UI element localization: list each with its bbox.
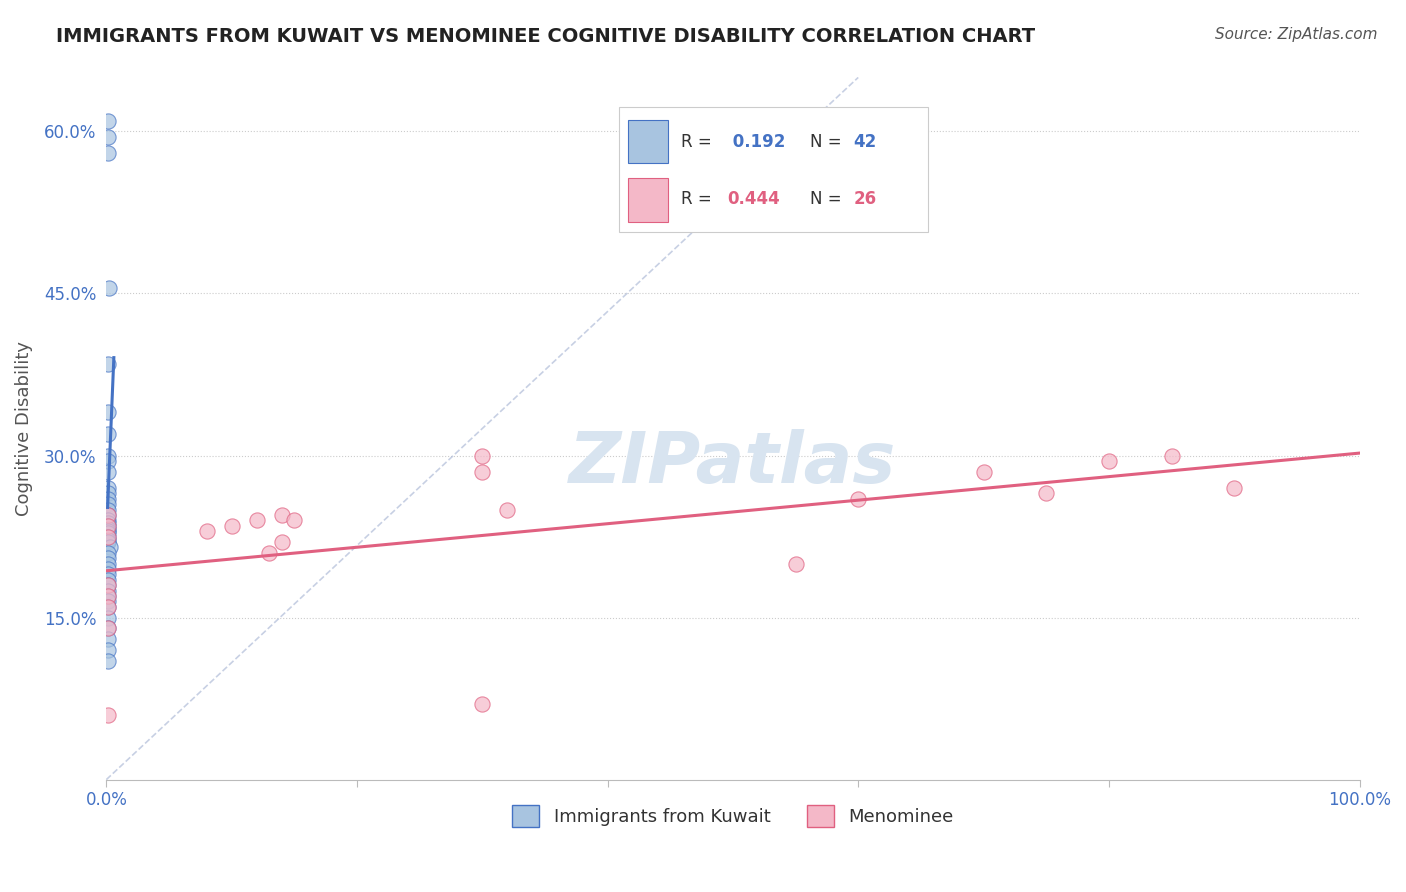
Immigrants from Kuwait xyxy=(97,454,120,468)
Text: ZIPatlas: ZIPatlas xyxy=(569,429,897,498)
Immigrants from Kuwait xyxy=(97,578,120,592)
Menominee xyxy=(1223,481,1246,495)
Menominee xyxy=(246,513,269,527)
Legend: Immigrants from Kuwait, Menominee: Immigrants from Kuwait, Menominee xyxy=(505,797,960,834)
Text: 0.192: 0.192 xyxy=(727,133,786,151)
Immigrants from Kuwait xyxy=(97,583,120,598)
Immigrants from Kuwait xyxy=(97,610,120,624)
Menominee xyxy=(97,621,120,635)
Y-axis label: Cognitive Disability: Cognitive Disability xyxy=(15,341,32,516)
Text: N =: N = xyxy=(810,191,848,209)
Menominee xyxy=(97,707,120,722)
Immigrants from Kuwait xyxy=(97,491,120,506)
Text: IMMIGRANTS FROM KUWAIT VS MENOMINEE COGNITIVE DISABILITY CORRELATION CHART: IMMIGRANTS FROM KUWAIT VS MENOMINEE COGN… xyxy=(56,27,1035,45)
Menominee xyxy=(195,524,218,538)
FancyBboxPatch shape xyxy=(619,107,928,232)
Immigrants from Kuwait xyxy=(97,449,120,463)
Immigrants from Kuwait xyxy=(97,497,120,511)
Immigrants from Kuwait xyxy=(97,594,120,608)
Immigrants from Kuwait xyxy=(97,516,120,530)
Menominee xyxy=(471,697,494,711)
FancyBboxPatch shape xyxy=(628,178,668,222)
Immigrants from Kuwait xyxy=(97,146,120,161)
Immigrants from Kuwait xyxy=(97,551,120,566)
Text: N =: N = xyxy=(810,133,848,151)
Menominee xyxy=(1160,449,1182,463)
Text: Source: ZipAtlas.com: Source: ZipAtlas.com xyxy=(1215,27,1378,42)
Immigrants from Kuwait xyxy=(97,281,120,295)
Immigrants from Kuwait xyxy=(97,654,120,668)
Menominee xyxy=(97,578,120,592)
Menominee xyxy=(97,530,120,544)
Menominee xyxy=(283,513,305,527)
Menominee xyxy=(97,589,120,603)
Menominee xyxy=(471,465,494,479)
Immigrants from Kuwait xyxy=(97,526,120,541)
Immigrants from Kuwait xyxy=(97,621,120,635)
Text: R =: R = xyxy=(681,133,717,151)
Menominee xyxy=(97,599,120,614)
Menominee xyxy=(471,449,494,463)
Menominee xyxy=(846,491,869,506)
Immigrants from Kuwait xyxy=(97,502,120,516)
Immigrants from Kuwait xyxy=(97,518,120,533)
Text: R =: R = xyxy=(681,191,717,209)
Immigrants from Kuwait xyxy=(97,508,120,522)
FancyBboxPatch shape xyxy=(628,120,668,163)
Immigrants from Kuwait xyxy=(97,599,120,614)
Text: 26: 26 xyxy=(853,191,877,209)
Immigrants from Kuwait xyxy=(97,129,120,144)
Immigrants from Kuwait xyxy=(97,513,120,527)
Immigrants from Kuwait xyxy=(97,546,120,560)
Immigrants from Kuwait xyxy=(97,535,120,549)
Immigrants from Kuwait xyxy=(98,541,121,555)
Immigrants from Kuwait xyxy=(97,530,120,544)
Menominee xyxy=(496,502,519,516)
Immigrants from Kuwait xyxy=(97,557,120,571)
Immigrants from Kuwait xyxy=(97,524,120,538)
Immigrants from Kuwait xyxy=(97,486,120,500)
Immigrants from Kuwait xyxy=(97,632,120,647)
Menominee xyxy=(973,465,995,479)
Text: 0.444: 0.444 xyxy=(727,191,780,209)
Immigrants from Kuwait xyxy=(97,533,120,547)
Immigrants from Kuwait xyxy=(97,589,120,603)
Immigrants from Kuwait xyxy=(97,567,120,582)
Immigrants from Kuwait xyxy=(97,481,120,495)
Menominee xyxy=(97,518,120,533)
Menominee xyxy=(221,518,243,533)
Menominee xyxy=(1098,454,1121,468)
Menominee xyxy=(785,557,807,571)
Immigrants from Kuwait xyxy=(97,522,120,536)
Immigrants from Kuwait xyxy=(97,573,120,587)
Menominee xyxy=(257,546,280,560)
Menominee xyxy=(97,508,120,522)
Text: 42: 42 xyxy=(853,133,877,151)
Immigrants from Kuwait xyxy=(97,465,120,479)
Immigrants from Kuwait xyxy=(97,562,120,576)
Immigrants from Kuwait xyxy=(97,426,120,441)
Immigrants from Kuwait xyxy=(97,357,120,371)
Menominee xyxy=(270,535,292,549)
Immigrants from Kuwait xyxy=(97,405,120,419)
Immigrants from Kuwait xyxy=(97,113,120,128)
Menominee xyxy=(1035,486,1057,500)
Immigrants from Kuwait xyxy=(97,643,120,657)
Menominee xyxy=(270,508,292,522)
